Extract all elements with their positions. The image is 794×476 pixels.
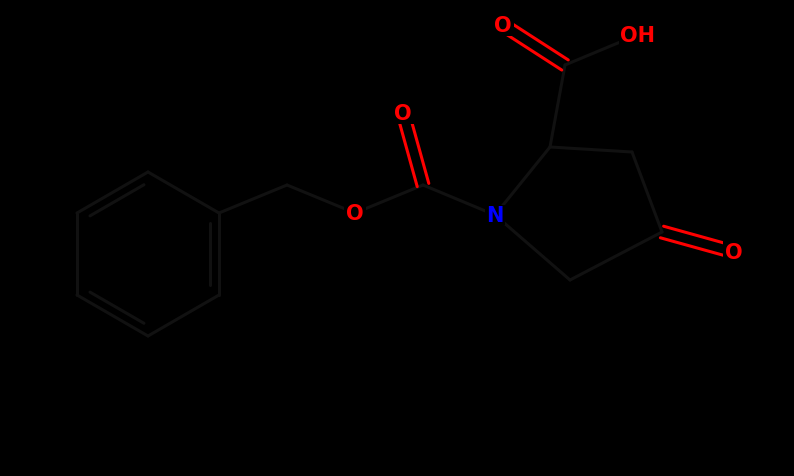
Bar [344,203,366,225]
Bar [723,241,745,263]
Text: O: O [494,16,512,36]
Text: OH: OH [619,26,654,46]
Text: O: O [346,204,364,224]
Text: N: N [487,206,503,226]
Bar [492,15,514,37]
Text: O: O [394,104,412,124]
Bar [619,25,655,47]
Bar [485,206,505,226]
Bar [392,103,414,125]
Text: O: O [725,242,743,262]
